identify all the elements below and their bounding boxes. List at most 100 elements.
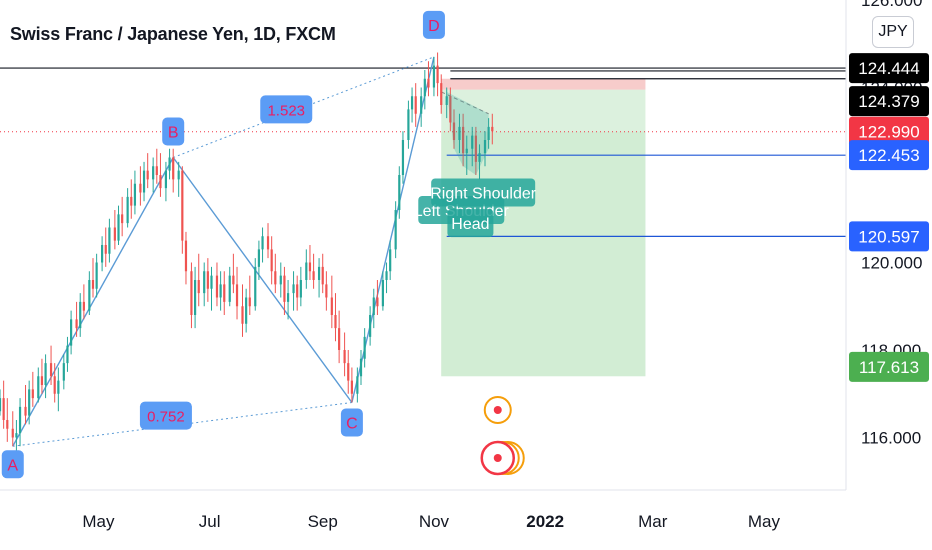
price-badge: 122.453 (849, 140, 929, 171)
candle-body (270, 249, 273, 272)
candle-body (389, 249, 392, 272)
harmonic-ratio-line (173, 56, 435, 158)
candle-body (491, 126, 494, 132)
candle-body (88, 280, 91, 311)
event-marker-stack (480, 440, 525, 476)
harmonic-ratio-text: 1.523 (267, 102, 305, 119)
candle-body (155, 166, 158, 175)
candle-body (70, 319, 73, 346)
candle-body (423, 78, 426, 97)
candle-body (164, 170, 168, 189)
harmonic-point-label: C (340, 408, 363, 437)
x-tick-label: Sep (308, 512, 338, 531)
candle-body (401, 140, 405, 175)
candle-body (197, 280, 200, 294)
candle-body (487, 126, 490, 140)
candle-body (478, 153, 481, 162)
candle-body (308, 262, 312, 272)
candle-body (82, 301, 85, 311)
candle-body (152, 166, 155, 180)
candle-body (394, 210, 397, 250)
price-badge-text: 124.379 (858, 92, 919, 111)
harmonic-ratio-bg (260, 95, 313, 124)
event-marker-dot (493, 406, 502, 414)
candle-body (79, 301, 82, 329)
price-badge: 122.990 (849, 116, 929, 147)
candle-body (146, 170, 149, 180)
harmonic-point-label: D (422, 10, 445, 39)
x-tick-label: Mar (638, 512, 668, 531)
candle-body (66, 345, 69, 364)
price-badge-bg (849, 140, 929, 171)
candle-body (407, 109, 410, 140)
candle-body (350, 380, 353, 394)
candle-body (343, 350, 346, 364)
candle-body (223, 284, 226, 302)
candle-body (11, 428, 14, 438)
candle-body (62, 363, 65, 381)
neckline (441, 91, 489, 115)
candle-body (312, 271, 315, 280)
x-tick-label: May (82, 512, 115, 531)
candle-body (184, 240, 188, 272)
candle-body (215, 275, 219, 298)
candle-body (398, 175, 401, 210)
candle-body (410, 96, 414, 110)
candle-body (317, 266, 321, 280)
candle-body (483, 140, 487, 154)
candle-body (126, 196, 129, 224)
pattern-label-text: Head (451, 216, 489, 233)
candle-body (321, 266, 324, 285)
harmonic-point-bg (340, 408, 363, 437)
candle-body (356, 376, 359, 394)
candle-body (28, 389, 31, 416)
candle-body (279, 275, 282, 285)
price-badge: 124.444 (849, 53, 929, 84)
candle-body (462, 126, 465, 154)
harmonic-point-text: B (168, 125, 179, 142)
harmonic-point-text: A (7, 457, 18, 474)
candle-body (369, 315, 372, 337)
candle-body (286, 293, 290, 302)
candle-body (359, 358, 363, 377)
candle-body (372, 297, 375, 315)
candle-body (53, 376, 56, 394)
candle-body (49, 363, 53, 377)
harmonic-point-text: C (346, 416, 358, 433)
candle-body (330, 297, 333, 315)
candle-body (2, 398, 5, 420)
candle-body (37, 376, 40, 399)
candle-body (232, 275, 235, 285)
candle-body (254, 266, 257, 307)
x-tick-label: Jul (199, 512, 221, 531)
candle-body (241, 306, 244, 324)
candle-body (75, 319, 78, 329)
candle-body (427, 78, 430, 88)
harmonic-leg (12, 157, 174, 447)
candle-body (181, 170, 184, 241)
price-badge-text: 117.613 (859, 358, 919, 377)
price-badge-text: 120.597 (858, 227, 919, 246)
event-marker-dot (493, 454, 502, 462)
event-marker (483, 396, 512, 424)
candle-body (193, 280, 197, 315)
harmonic-ratio-text: 0.752 (147, 409, 185, 426)
harmonic-point-bg (422, 10, 445, 39)
candle-body (436, 65, 439, 84)
candle-body (0, 398, 2, 412)
pattern-label: Right Shoulder (430, 178, 537, 207)
candle-body (44, 363, 47, 385)
candle-body (168, 157, 171, 171)
harmonic-point-label: B (162, 117, 185, 146)
take-profit-zone-lower (441, 131, 646, 377)
candle-body (385, 271, 388, 280)
candle-body (347, 363, 350, 381)
candle-body (420, 96, 423, 114)
candle-body (24, 406, 27, 416)
candle-body (40, 376, 44, 385)
candle-body (458, 126, 461, 140)
harmonic-point-bg (162, 117, 185, 146)
currency-button[interactable]: JPY (872, 16, 914, 48)
